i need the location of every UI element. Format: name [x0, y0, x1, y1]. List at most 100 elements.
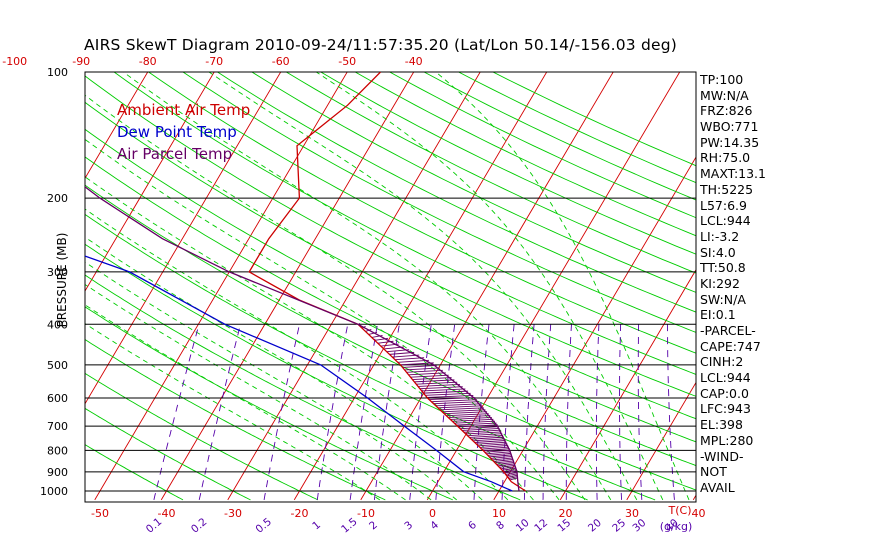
cape-hatch-line	[410, 374, 449, 378]
mixing-ratio-line	[473, 324, 490, 500]
isotherm-line	[227, 72, 481, 501]
bottom-temp-tick-label: 10	[492, 507, 506, 520]
cape-hatch-line	[472, 438, 505, 442]
bottom-temp-tick-label: -10	[357, 507, 375, 520]
cape-hatch-line	[458, 424, 498, 428]
cape-hatch-line	[421, 388, 466, 392]
mixing-ratio-label: 20	[586, 517, 604, 535]
cape-hatch-line	[471, 436, 505, 440]
index-row: LI:-3.2	[700, 228, 740, 244]
cape-hatch-line	[368, 331, 378, 335]
top-temp-tick-label: -100	[2, 55, 27, 68]
moist-adiabat-line	[85, 283, 432, 501]
cape-hatch-line	[462, 428, 500, 431]
index-row: SW:N/A	[700, 291, 746, 307]
cape-hatch-line	[479, 444, 509, 448]
pressure-tick-label: 200	[47, 192, 68, 205]
mixing-ratio-line	[501, 324, 515, 500]
mixing-ratio-label: 2	[367, 519, 380, 532]
top-temp-tick-label: -80	[139, 55, 157, 68]
bottom-temp-tick-label: -30	[224, 507, 242, 520]
index-row: MPL:280	[700, 432, 754, 448]
pressure-tick-label: 800	[47, 444, 68, 457]
mixing-ratio-label: 12	[532, 517, 550, 535]
mixing-ratio-line	[373, 324, 400, 500]
cape-hatch-line	[478, 443, 508, 447]
cape-hatch-line	[454, 420, 496, 424]
isotherm-line	[293, 72, 548, 501]
dry-adiabat-line	[85, 372, 319, 501]
cape-hatch-line	[481, 446, 509, 450]
cape-hatch-line	[463, 429, 501, 433]
index-row: -PARCEL-	[700, 323, 756, 338]
bottom-temp-tick-label: -50	[91, 507, 109, 520]
mixing-ratio-label: 4	[428, 519, 441, 533]
moist-adiabat-line	[123, 72, 612, 501]
cape-hatch-line	[503, 469, 517, 473]
dry-adiabat-line	[85, 407, 251, 501]
mixing-ratio-label: 0.5	[254, 516, 275, 536]
mixing-ratio-label: 10	[514, 517, 532, 535]
cape-hatch-line	[397, 359, 430, 363]
bottom-temp-tick-label: 30	[625, 507, 639, 520]
cape-hatch-line	[431, 399, 478, 403]
x-axis-unit-label: T(C)	[668, 504, 692, 517]
cape-hatch-line	[412, 377, 452, 380]
bottom-temp-tick-label: 20	[559, 507, 573, 520]
index-row: NOT	[700, 464, 727, 480]
index-row: WBO:771	[700, 119, 759, 135]
dry-adiabat-line	[182, 72, 696, 333]
cape-hatch-line	[509, 477, 518, 481]
isotherm-line	[160, 72, 415, 501]
isotherm-line	[360, 72, 614, 501]
dry-adiabat-line	[85, 128, 696, 443]
mixing-ratio-line	[542, 324, 552, 500]
moist-adiabat-line	[435, 72, 690, 501]
cape-hatch-line	[496, 461, 515, 465]
moist-adiabat-line	[85, 176, 534, 501]
index-row: EI:0.1	[700, 307, 736, 323]
cape-hatch-line	[495, 460, 514, 464]
pressure-tick-label: 100	[47, 66, 68, 79]
moist-adiabat-line	[85, 138, 560, 501]
cape-hatch-line	[499, 464, 516, 468]
index-row: CAPE:747	[700, 338, 761, 354]
plot-frame	[84, 71, 697, 503]
index-row: LCL:944	[700, 213, 751, 229]
cape-hatch-line	[433, 401, 479, 405]
moist-adiabat-line	[85, 323, 381, 501]
cape-hatch-line	[506, 473, 518, 477]
index-row: TH:5225	[700, 181, 754, 197]
dry-adiabat-line	[85, 184, 696, 491]
index-row: AVAIL	[700, 479, 735, 495]
cape-hatch-line	[483, 448, 510, 452]
cape-hatch-line	[429, 397, 476, 401]
cape-hatch-line	[446, 413, 489, 417]
dry-adiabat-line	[319, 72, 696, 255]
cape-hatch-line	[423, 390, 469, 394]
dry-adiabat-line	[216, 72, 696, 313]
mixing-ratio-line	[565, 324, 572, 500]
index-row: TP:100	[700, 72, 744, 87]
bottom-temp-tick-label: -20	[291, 507, 309, 520]
cape-hatch-line	[425, 392, 471, 396]
mixing-ratio-line	[435, 324, 456, 500]
y-axis-label: PRESSURE (MB)	[55, 232, 69, 328]
isotherm-line	[85, 72, 282, 405]
cape-hatch-line	[408, 372, 446, 376]
dry-adiabat-line	[285, 72, 696, 274]
index-row: MAXT:13.1	[700, 166, 766, 182]
index-row: SI:4.0	[700, 244, 736, 260]
cape-hatch-line	[452, 418, 494, 422]
pressure-tick-label: 400	[47, 318, 68, 331]
cape-hatch-line	[504, 470, 518, 474]
cape-hatch-line	[418, 384, 461, 387]
legend-air-parcel-temp: Air Parcel Temp	[117, 145, 233, 163]
index-row: LCL:944	[700, 370, 751, 386]
isotherm-line	[85, 72, 149, 180]
index-row: RH:75.0	[700, 150, 751, 166]
cape-hatch-line	[450, 417, 492, 420]
isotherm-line	[426, 72, 681, 501]
isotherm-line	[85, 72, 215, 292]
cape-hatch-line	[426, 394, 474, 398]
